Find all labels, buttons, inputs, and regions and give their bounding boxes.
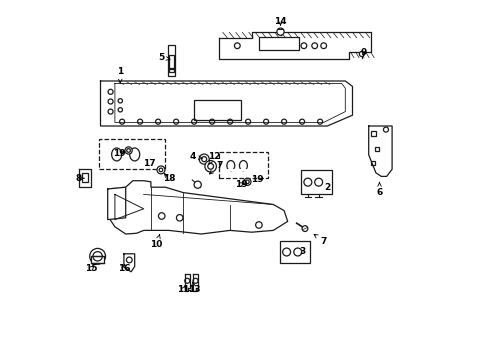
Circle shape bbox=[359, 51, 364, 57]
Bar bbox=[99, 139, 165, 169]
Bar bbox=[81, 173, 88, 182]
Text: 15: 15 bbox=[85, 264, 98, 273]
Bar bbox=[168, 68, 174, 72]
Polygon shape bbox=[107, 181, 287, 234]
Text: 9: 9 bbox=[359, 48, 366, 57]
Bar bbox=[258, 37, 298, 50]
Text: 4: 4 bbox=[189, 152, 202, 161]
Text: 17: 17 bbox=[142, 159, 155, 168]
Text: 11: 11 bbox=[177, 285, 189, 294]
Text: 8: 8 bbox=[75, 174, 84, 183]
Circle shape bbox=[157, 166, 164, 174]
Bar bbox=[370, 131, 375, 136]
Circle shape bbox=[125, 147, 132, 154]
Bar bbox=[194, 100, 241, 120]
Bar bbox=[279, 241, 310, 263]
Polygon shape bbox=[193, 274, 198, 291]
Polygon shape bbox=[79, 169, 91, 187]
Polygon shape bbox=[101, 81, 352, 126]
Text: 12: 12 bbox=[207, 152, 220, 164]
Polygon shape bbox=[368, 126, 391, 176]
Text: 5: 5 bbox=[158, 53, 170, 62]
Bar bbox=[168, 55, 174, 69]
Circle shape bbox=[194, 181, 201, 188]
Text: 13: 13 bbox=[187, 282, 200, 294]
Text: 16: 16 bbox=[118, 264, 130, 273]
Circle shape bbox=[204, 161, 216, 172]
Text: 18: 18 bbox=[163, 174, 175, 183]
Circle shape bbox=[244, 178, 250, 185]
Polygon shape bbox=[185, 274, 189, 291]
Text: 7: 7 bbox=[209, 161, 222, 174]
Circle shape bbox=[302, 226, 307, 231]
Text: 19: 19 bbox=[250, 175, 263, 184]
Text: 2: 2 bbox=[324, 183, 330, 192]
Text: 7: 7 bbox=[313, 234, 326, 246]
Bar bbox=[219, 152, 267, 178]
Text: 19: 19 bbox=[113, 149, 125, 158]
Bar bbox=[168, 45, 174, 76]
Bar bbox=[370, 161, 374, 165]
Bar bbox=[91, 256, 103, 263]
Polygon shape bbox=[123, 254, 134, 272]
Text: 1: 1 bbox=[117, 68, 123, 83]
Bar bbox=[374, 147, 378, 151]
Circle shape bbox=[199, 154, 209, 164]
Circle shape bbox=[89, 248, 105, 264]
Text: 14: 14 bbox=[274, 17, 286, 26]
Text: 6: 6 bbox=[376, 183, 382, 197]
Circle shape bbox=[276, 28, 284, 35]
Text: 3: 3 bbox=[298, 248, 305, 256]
Text: 10: 10 bbox=[150, 235, 162, 249]
Polygon shape bbox=[219, 32, 370, 59]
Text: 19: 19 bbox=[234, 180, 247, 189]
Polygon shape bbox=[107, 187, 125, 220]
Bar bbox=[301, 170, 331, 194]
